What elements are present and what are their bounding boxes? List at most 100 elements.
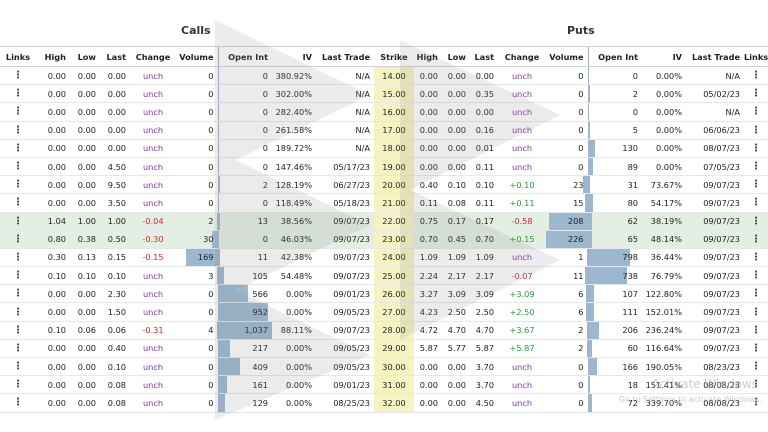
header-put-open-int[interactable]: Open Int [587, 46, 642, 67]
call-volume: 0 [176, 157, 218, 177]
call-volume: 0 [176, 102, 218, 122]
header-call-low[interactable]: Low [70, 46, 100, 67]
header-put-high[interactable]: High [414, 46, 442, 67]
links-menu-icon[interactable]: ⋮ [0, 121, 36, 140]
links-menu-icon[interactable]: ⋮ [0, 302, 36, 322]
links-menu-icon[interactable]: ⋮ [0, 266, 36, 286]
put-low: 0.00 [442, 84, 470, 104]
links-menu-icon[interactable]: ⋮ [0, 393, 36, 413]
header-put-last[interactable]: Last [470, 46, 498, 67]
links-menu-icon[interactable]: ⋮ [0, 157, 36, 177]
put-volume: 0 [546, 84, 588, 104]
links-menu-icon[interactable]: ⋮ [0, 321, 36, 340]
put-high: 0.70 [414, 230, 442, 249]
put-last: 0.70 [470, 230, 498, 249]
header-put-change[interactable]: Change [498, 46, 546, 67]
links-menu-icon[interactable]: ⋮ [744, 357, 768, 377]
put-open-int-value: 0 [632, 70, 638, 81]
header-call-iv[interactable]: IV [272, 46, 316, 67]
links-menu-icon[interactable]: ⋮ [744, 248, 768, 268]
links-menu-icon[interactable]: ⋮ [0, 66, 36, 86]
header-call-open-int[interactable]: Open Int [217, 46, 272, 67]
call-last: 0.10 [100, 357, 130, 377]
header-put-last-trade[interactable]: Last Trade [686, 46, 744, 67]
call-iv: 147.46% [272, 157, 316, 177]
put-iv: 0.00% [642, 139, 686, 158]
call-volume-value: 0 [208, 70, 214, 81]
header-strike[interactable]: Strike [374, 46, 414, 67]
links-menu-icon[interactable]: ⋮ [0, 212, 36, 231]
call-high: 0.00 [36, 121, 70, 140]
put-volume-value: 2 [578, 325, 584, 336]
links-menu-icon[interactable]: ⋮ [0, 284, 36, 304]
call-last-trade: N/A [316, 66, 374, 86]
header-call-last[interactable]: Last [100, 46, 130, 67]
links-menu-icon[interactable]: ⋮ [744, 139, 768, 158]
header-put-volume[interactable]: Volume [546, 46, 588, 67]
put-change: unch [498, 248, 546, 268]
put-last-trade: 09/07/23 [686, 248, 744, 268]
links-menu-icon[interactable]: ⋮ [744, 212, 768, 231]
call-volume-value: 0 [208, 161, 214, 172]
links-menu-icon[interactable]: ⋮ [0, 339, 36, 359]
links-menu-icon[interactable]: ⋮ [0, 375, 36, 395]
links-menu-icon[interactable]: ⋮ [0, 175, 36, 195]
links-menu-icon[interactable]: ⋮ [0, 84, 36, 104]
strike-price: 21.00 [374, 193, 414, 213]
links-menu-icon[interactable]: ⋮ [744, 284, 768, 304]
header-put-low[interactable]: Low [442, 46, 470, 67]
call-open-int-bar [219, 339, 230, 357]
header-call-high[interactable]: High [36, 46, 70, 67]
call-volume-value: 0 [208, 361, 214, 372]
put-low: 2.17 [442, 266, 470, 286]
header-put-iv[interactable]: IV [642, 46, 686, 67]
put-volume-bar [583, 176, 588, 193]
put-last-trade: 06/06/23 [686, 121, 744, 140]
links-menu-icon[interactable]: ⋮ [744, 393, 768, 413]
put-iv: 0.00% [642, 84, 686, 104]
put-change: unch [498, 66, 546, 86]
links-menu-icon[interactable]: ⋮ [0, 230, 36, 249]
links-menu-icon[interactable]: ⋮ [0, 193, 36, 213]
call-change: unch [130, 357, 176, 377]
call-iv: 0.00% [272, 357, 316, 377]
links-menu-icon[interactable]: ⋮ [0, 102, 36, 122]
put-open-int: 0 [587, 66, 642, 86]
put-high: 0.00 [414, 393, 442, 413]
links-menu-icon[interactable]: ⋮ [744, 375, 768, 395]
header-links-right[interactable]: Links [744, 46, 768, 67]
links-menu-icon[interactable]: ⋮ [744, 175, 768, 195]
links-menu-icon[interactable]: ⋮ [744, 193, 768, 213]
put-last: 0.16 [470, 121, 498, 140]
links-menu-icon[interactable]: ⋮ [744, 84, 768, 104]
links-menu-icon[interactable]: ⋮ [744, 102, 768, 122]
put-volume-value: 0 [578, 88, 584, 99]
put-volume-value: 0 [578, 379, 584, 390]
put-volume-value: 0 [578, 143, 584, 154]
links-menu-icon[interactable]: ⋮ [0, 357, 36, 377]
links-menu-icon[interactable]: ⋮ [744, 230, 768, 249]
call-low: 0.00 [70, 66, 100, 86]
header-links[interactable]: Links [0, 46, 36, 67]
put-high: 1.09 [414, 248, 442, 268]
links-menu-icon[interactable]: ⋮ [744, 321, 768, 340]
links-menu-icon[interactable]: ⋮ [744, 339, 768, 359]
links-menu-icon[interactable]: ⋮ [744, 266, 768, 286]
call-open-int-value: 0 [262, 234, 268, 245]
call-change: unch [130, 139, 176, 158]
header-call-change[interactable]: Change [130, 46, 176, 67]
links-menu-icon[interactable]: ⋮ [744, 302, 768, 322]
links-menu-icon[interactable]: ⋮ [744, 66, 768, 86]
put-volume: 2 [546, 321, 588, 340]
header-call-last-trade[interactable]: Last Trade [316, 46, 374, 67]
links-menu-icon[interactable]: ⋮ [744, 157, 768, 177]
put-iv: 190.05% [642, 357, 686, 377]
put-volume-value: 2 [578, 343, 584, 354]
put-last: 3.70 [470, 375, 498, 395]
call-change: -0.30 [130, 230, 176, 249]
links-menu-icon[interactable]: ⋮ [0, 139, 36, 158]
call-open-int: 0 [217, 102, 272, 122]
links-menu-icon[interactable]: ⋮ [744, 121, 768, 140]
links-menu-icon[interactable]: ⋮ [0, 248, 36, 268]
header-call-volume[interactable]: Volume [176, 46, 218, 67]
